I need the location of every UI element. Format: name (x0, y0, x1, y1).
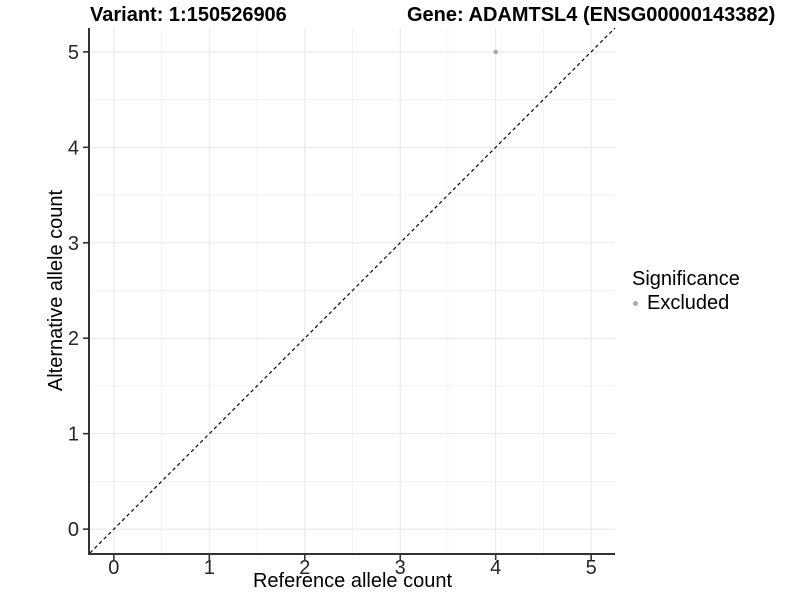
x-tick-label: 5 (586, 557, 597, 579)
legend: Significance Excluded (630, 267, 740, 315)
y-axis-title: Alternative allele count (45, 189, 67, 392)
variant-title: Variant: 1:150526906 (90, 4, 287, 26)
x-tick-label: 2 (299, 557, 310, 579)
y-tick-label: 2 (68, 328, 79, 350)
y-tick-label: 3 (68, 233, 79, 255)
x-tick-label: 1 (204, 557, 215, 579)
legend-entry-label: Excluded (647, 292, 730, 314)
y-tick-label: 1 (68, 424, 79, 446)
y-tick-label: 0 (68, 519, 79, 541)
x-axis-title: Reference allele count (252, 570, 452, 592)
identity-line (89, 27, 616, 554)
data-point (493, 49, 498, 55)
excluded-marker-icon (633, 300, 638, 306)
gene-title: Gene: ADAMTSL4 (ENSG00000143382) (407, 4, 776, 26)
y-tick-label: 5 (68, 42, 79, 64)
x-tick-label: 0 (108, 557, 119, 579)
x-tick-label: 3 (395, 557, 406, 579)
x-tick-label: 4 (490, 557, 501, 579)
y-tick-label: 4 (68, 137, 79, 159)
legend-title: Significance (632, 268, 740, 290)
legend-entry-excluded: Excluded (630, 291, 740, 315)
